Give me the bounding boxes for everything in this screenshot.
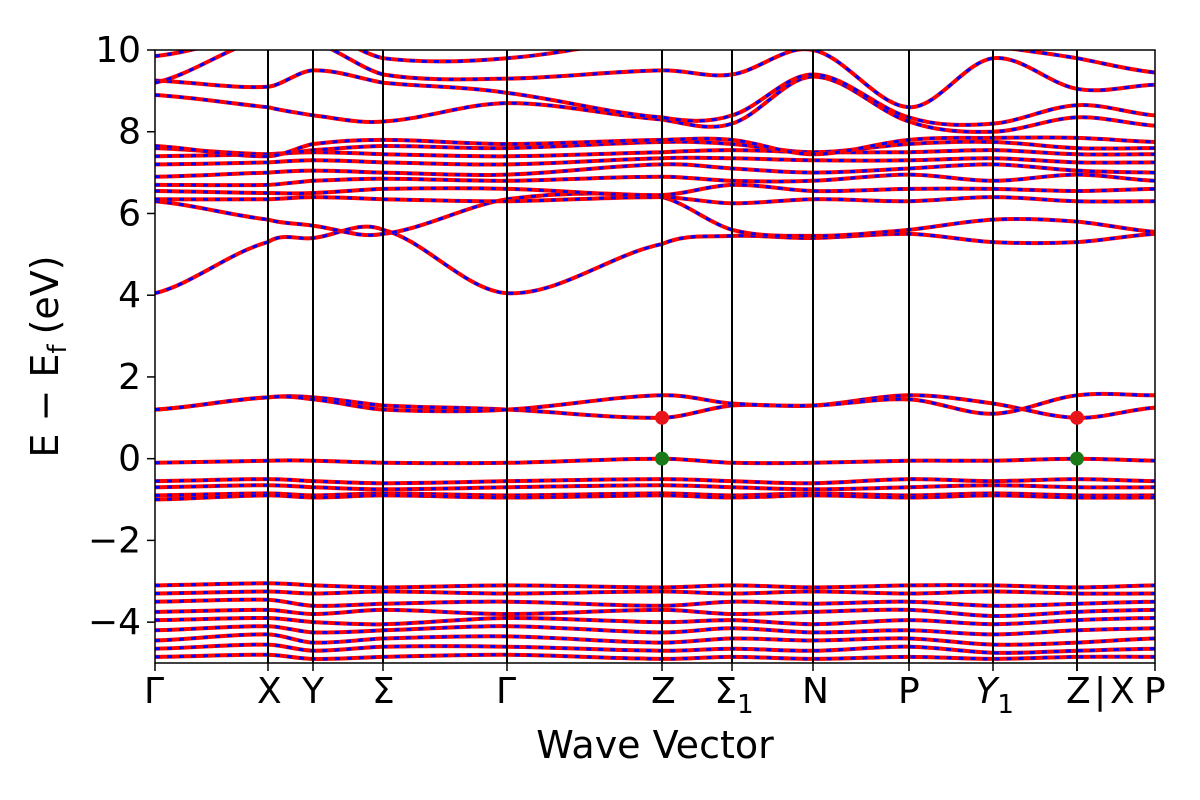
x-tick-label-main: N [802, 671, 829, 712]
x-tick-label-main: X [1110, 671, 1135, 712]
band-line [155, 615, 1155, 627]
x-axis-ticks: Γ X Y Σ Γ Z Σ1 N P Y1 Z | X P [144, 663, 1166, 720]
y-axis-label-unit: (eV) [23, 255, 67, 334]
band-7 [155, 224, 1155, 296]
band-line [155, 195, 1155, 206]
extremum-marker [655, 410, 669, 425]
x-tick-label: Γ [144, 671, 164, 712]
x-tick-label-main: Z [651, 671, 676, 712]
band-22 [155, 589, 1155, 596]
y-tick-label: −2 [88, 520, 141, 561]
band-line [155, 182, 1155, 198]
band-line [155, 652, 1155, 661]
x-tick-label-main: Y [975, 671, 1000, 712]
band-29 [155, 652, 1155, 661]
extremum-marker [1070, 410, 1084, 425]
band-line [155, 456, 1155, 466]
x-tick-label-sub: 1 [737, 690, 754, 720]
band-23 [155, 597, 1155, 608]
x-tick-label-main: Γ [144, 671, 164, 712]
y-tick-label: 4 [118, 275, 141, 316]
band-11 [155, 172, 1155, 188]
x-tick-label-main: P [898, 671, 920, 712]
x-tick-label-main: | [1094, 671, 1106, 712]
x-tick-label: P [1144, 671, 1166, 712]
y-tick-label: −4 [88, 602, 141, 643]
band-9 [155, 195, 1155, 206]
x-tick-label-sub: 1 [997, 690, 1014, 720]
band-3 [155, 477, 1155, 486]
x-tick-label: Z [1066, 671, 1091, 712]
y-axis-label-main: E − E [23, 354, 67, 458]
y-axis-label: E − Ef (eV) [23, 255, 73, 457]
y-axis-label-subscript: f [43, 344, 73, 354]
band-2 [155, 456, 1155, 466]
x-tick-label: Σ [372, 671, 395, 712]
x-tick-label: X [257, 671, 282, 712]
x-tick-label: | [1094, 671, 1106, 712]
band-8 [155, 191, 1155, 238]
band-25 [155, 615, 1155, 627]
x-tick-label: Y1 [975, 671, 1014, 720]
band-line [155, 589, 1155, 596]
y-tick-label: 8 [118, 112, 141, 153]
x-tick-label: P [898, 671, 920, 712]
band-dash [155, 192, 1155, 238]
band-10 [155, 182, 1155, 198]
band-line [155, 191, 1155, 238]
extremum-marker [655, 451, 669, 466]
band-21 [155, 581, 1155, 590]
bands-layer [155, 50, 1155, 661]
band-24 [155, 607, 1155, 619]
band-line [155, 607, 1155, 619]
x-tick-label-main: Z [1066, 671, 1091, 712]
x-tick-label: X [1110, 671, 1135, 712]
band-line [155, 224, 1155, 296]
band-6 [155, 493, 1155, 502]
x-tick-label: Γ [496, 671, 516, 712]
x-tick-label: Σ1 [714, 671, 753, 720]
band-line [155, 483, 1155, 492]
y-tick-label: 2 [118, 357, 141, 398]
y-tick-label: 10 [95, 30, 141, 71]
band-line [155, 172, 1155, 188]
x-tick-label-main: P [1144, 671, 1166, 712]
band-line [155, 624, 1155, 637]
x-tick-label-main: Γ [496, 671, 516, 712]
markers-layer [655, 410, 1084, 466]
x-axis-label: Wave Vector [536, 723, 774, 767]
band-line [155, 493, 1155, 502]
x-tick-label-main: Y [301, 671, 325, 712]
x-tick-label: N [802, 671, 829, 712]
band-line [155, 581, 1155, 590]
y-tick-label: 0 [118, 439, 141, 480]
extremum-marker [1070, 451, 1084, 466]
y-axis-ticks: 10 8 6 4 2 0 −2 −4 [88, 30, 155, 643]
plot-frame [154, 49, 1156, 664]
band-dash [155, 68, 1155, 127]
band-line [155, 477, 1155, 486]
band-4 [155, 483, 1155, 492]
band-18 [155, 68, 1155, 127]
x-tick-label: Y [301, 671, 325, 712]
band-line [155, 597, 1155, 608]
x-tick-label: Z [651, 671, 676, 712]
kpoint-lines-layer [267, 50, 1078, 663]
y-tick-label: 6 [118, 193, 141, 234]
band-dash [155, 50, 1155, 109]
x-tick-label-main: Σ [714, 671, 737, 712]
band-26 [155, 624, 1155, 637]
x-tick-label-main: X [257, 671, 282, 712]
x-tick-label-main: Σ [372, 671, 395, 712]
